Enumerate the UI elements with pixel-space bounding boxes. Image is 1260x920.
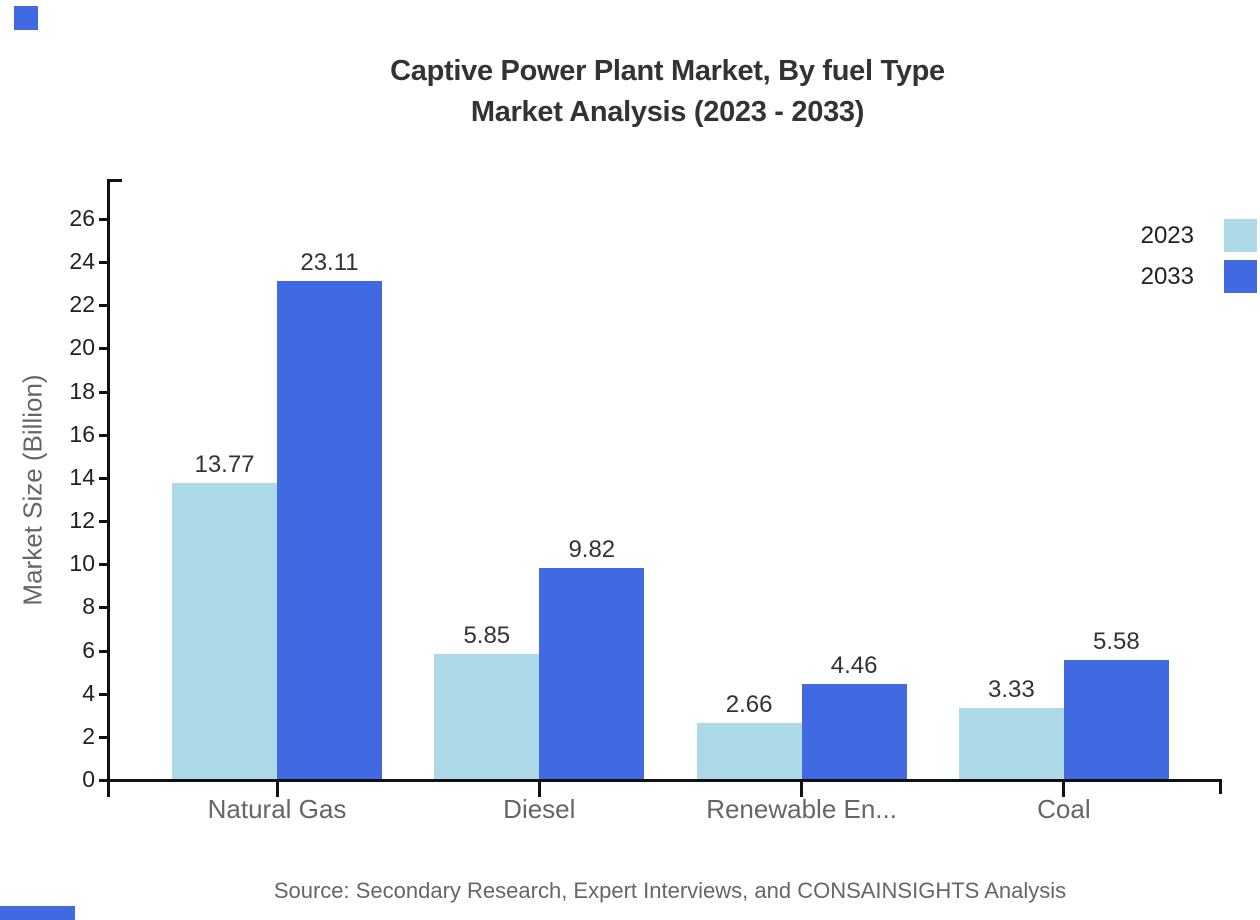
y-tick-6 — [99, 649, 107, 653]
y-tick-label-24: 24 — [69, 248, 95, 275]
y-tick-label-22: 22 — [69, 291, 95, 318]
legend-swatch-2033 — [1224, 260, 1257, 293]
bar-2023-natural-gas — [172, 482, 277, 780]
value-label-2033-coal: 5.58 — [1093, 627, 1140, 655]
y-tick-10 — [99, 563, 107, 567]
y-tick-12 — [99, 520, 107, 524]
bar-2033-coal — [1063, 659, 1169, 780]
y-tick-label-16: 16 — [69, 420, 95, 447]
category-tick-natural-gas — [275, 780, 279, 797]
bar-2033-diesel — [539, 568, 645, 780]
x-axis-line — [107, 779, 1222, 782]
legend-item-2023: 2023 — [1141, 219, 1257, 252]
value-label-2023-coal: 3.33 — [988, 676, 1035, 704]
bar-2033-renewable-en — [801, 683, 907, 780]
brand-mark-strip — [0, 906, 75, 920]
y-axis-top-cap — [107, 179, 122, 182]
category-label-natural-gas: Natural Gas — [207, 794, 347, 824]
y-tick-8 — [99, 606, 107, 610]
value-label-2023-renewable-en: 2.66 — [725, 690, 773, 718]
y-tick-2 — [99, 735, 107, 739]
category-tick-coal — [1062, 780, 1066, 797]
chart-title-line2: Market Analysis (2023 - 2033) — [470, 96, 865, 128]
bar-2023-coal — [958, 708, 1064, 780]
y-tick-label-18: 18 — [69, 377, 95, 404]
y-tick-label-0: 0 — [82, 766, 95, 792]
legend-swatch-2023 — [1224, 219, 1257, 252]
category-label-coal: Coal — [1037, 794, 1091, 824]
y-tick-22 — [99, 304, 107, 308]
y-tick-label-8: 8 — [82, 593, 95, 620]
category-tick-diesel — [537, 780, 541, 797]
value-label-2023-diesel: 5.85 — [463, 621, 511, 649]
y-tick-label-10: 10 — [69, 550, 95, 577]
chart-title-line1: Captive Power Plant Market, By fuel Type — [390, 55, 945, 87]
value-label-2033-renewable-en: 4.46 — [830, 651, 878, 679]
chart-title: Captive Power Plant Market, By fuel Type… — [75, 51, 1260, 133]
bar-2033-natural-gas — [277, 281, 382, 780]
y-tick-label-14: 14 — [69, 463, 95, 490]
legend: 2023 2033 — [1141, 219, 1257, 293]
bar-2023-renewable-en — [696, 722, 802, 780]
brand-mark-square — [14, 6, 38, 30]
legend-label-2023: 2023 — [1140, 221, 1194, 249]
y-tick-label-12: 12 — [69, 507, 95, 534]
legend-item-2033: 2033 — [1141, 260, 1257, 293]
legend-label-2033: 2033 — [1140, 262, 1194, 290]
y-tick-0 — [99, 779, 107, 782]
y-tick-26 — [99, 217, 107, 221]
y-tick-18 — [99, 390, 107, 394]
y-tick-label-20: 20 — [69, 334, 95, 361]
category-label-diesel: Diesel — [503, 794, 576, 824]
source-note: Source: Secondary Research, Expert Inter… — [273, 878, 1067, 903]
y-tick-label-2: 2 — [82, 722, 95, 749]
y-tick-label-6: 6 — [82, 636, 95, 663]
y-tick-16 — [99, 433, 107, 437]
value-label-2023-natural-gas: 13.77 — [194, 450, 255, 478]
y-tick-14 — [99, 476, 107, 480]
x-axis-end-cap — [1219, 779, 1222, 794]
y-axis-line — [107, 179, 110, 797]
y-tick-label-4: 4 — [82, 679, 95, 706]
y-tick-4 — [99, 692, 107, 696]
bar-2023-diesel — [434, 653, 540, 780]
value-label-2033-natural-gas: 23.11 — [300, 249, 359, 277]
y-tick-label-26: 26 — [69, 204, 95, 231]
category-label-renewable-en: Renewable En... — [706, 794, 897, 824]
category-tick-renewable-en — [800, 780, 804, 797]
y-tick-20 — [99, 347, 107, 351]
y-tick-24 — [99, 261, 107, 265]
value-label-2033-diesel: 9.82 — [568, 536, 616, 564]
